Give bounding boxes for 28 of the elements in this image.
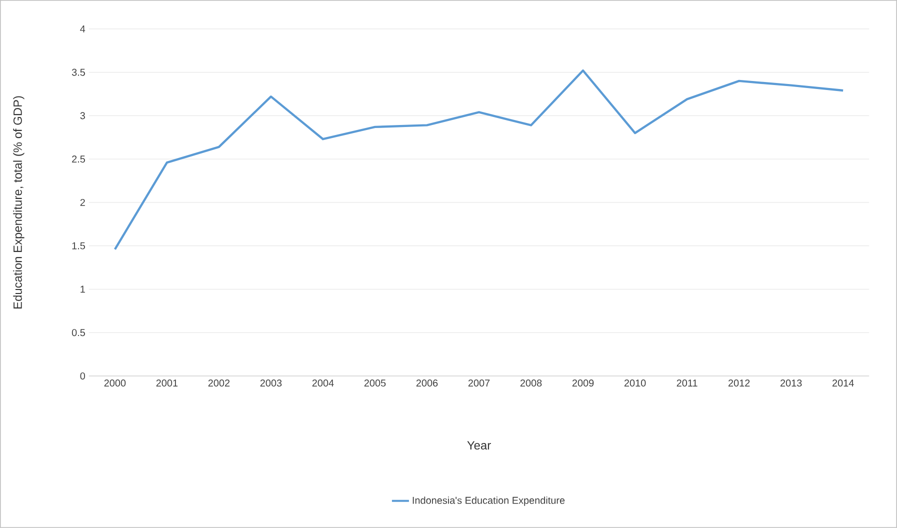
- x-tick-label: 2008: [520, 380, 542, 387]
- x-tick-label: 2014: [832, 380, 854, 387]
- x-tick-label: 2000: [104, 380, 126, 387]
- x-tick-label: 2005: [364, 380, 386, 387]
- y-tick-label: 2: [80, 199, 85, 206]
- y-tick-label: 1.5: [72, 242, 85, 250]
- x-tick-label: 2004: [312, 380, 334, 387]
- y-tick-label: 3: [80, 112, 85, 120]
- x-tick-label: 2013: [780, 380, 802, 387]
- y-tick-label: 0.5: [72, 329, 85, 336]
- y-tick-label: 3.5: [72, 68, 85, 76]
- y-tick-label: 0: [80, 372, 86, 380]
- x-tick-label: 2011: [676, 380, 698, 387]
- x-tick-label: 2006: [416, 380, 438, 387]
- x-tick-label: 2009: [572, 380, 594, 387]
- x-tick-label: 2010: [624, 380, 646, 387]
- x-axis-title: Year: [467, 441, 491, 450]
- x-tick-label: 2001: [156, 380, 178, 387]
- y-axis-title: Education Expenditure, total (% of GDP): [13, 96, 24, 309]
- line-series: [114, 70, 844, 250]
- x-tick-label: 2003: [260, 380, 282, 387]
- x-tick-label: 2012: [728, 380, 750, 387]
- y-tick-label: 1: [80, 286, 85, 293]
- legend-label: Indonesia's Education Expenditure: [412, 496, 565, 506]
- x-tick-label: 2007: [468, 380, 490, 387]
- y-tick-label: 2.5: [72, 156, 85, 163]
- x-tick-label: 2002: [208, 380, 230, 387]
- y-tick-label: 4: [80, 26, 86, 32]
